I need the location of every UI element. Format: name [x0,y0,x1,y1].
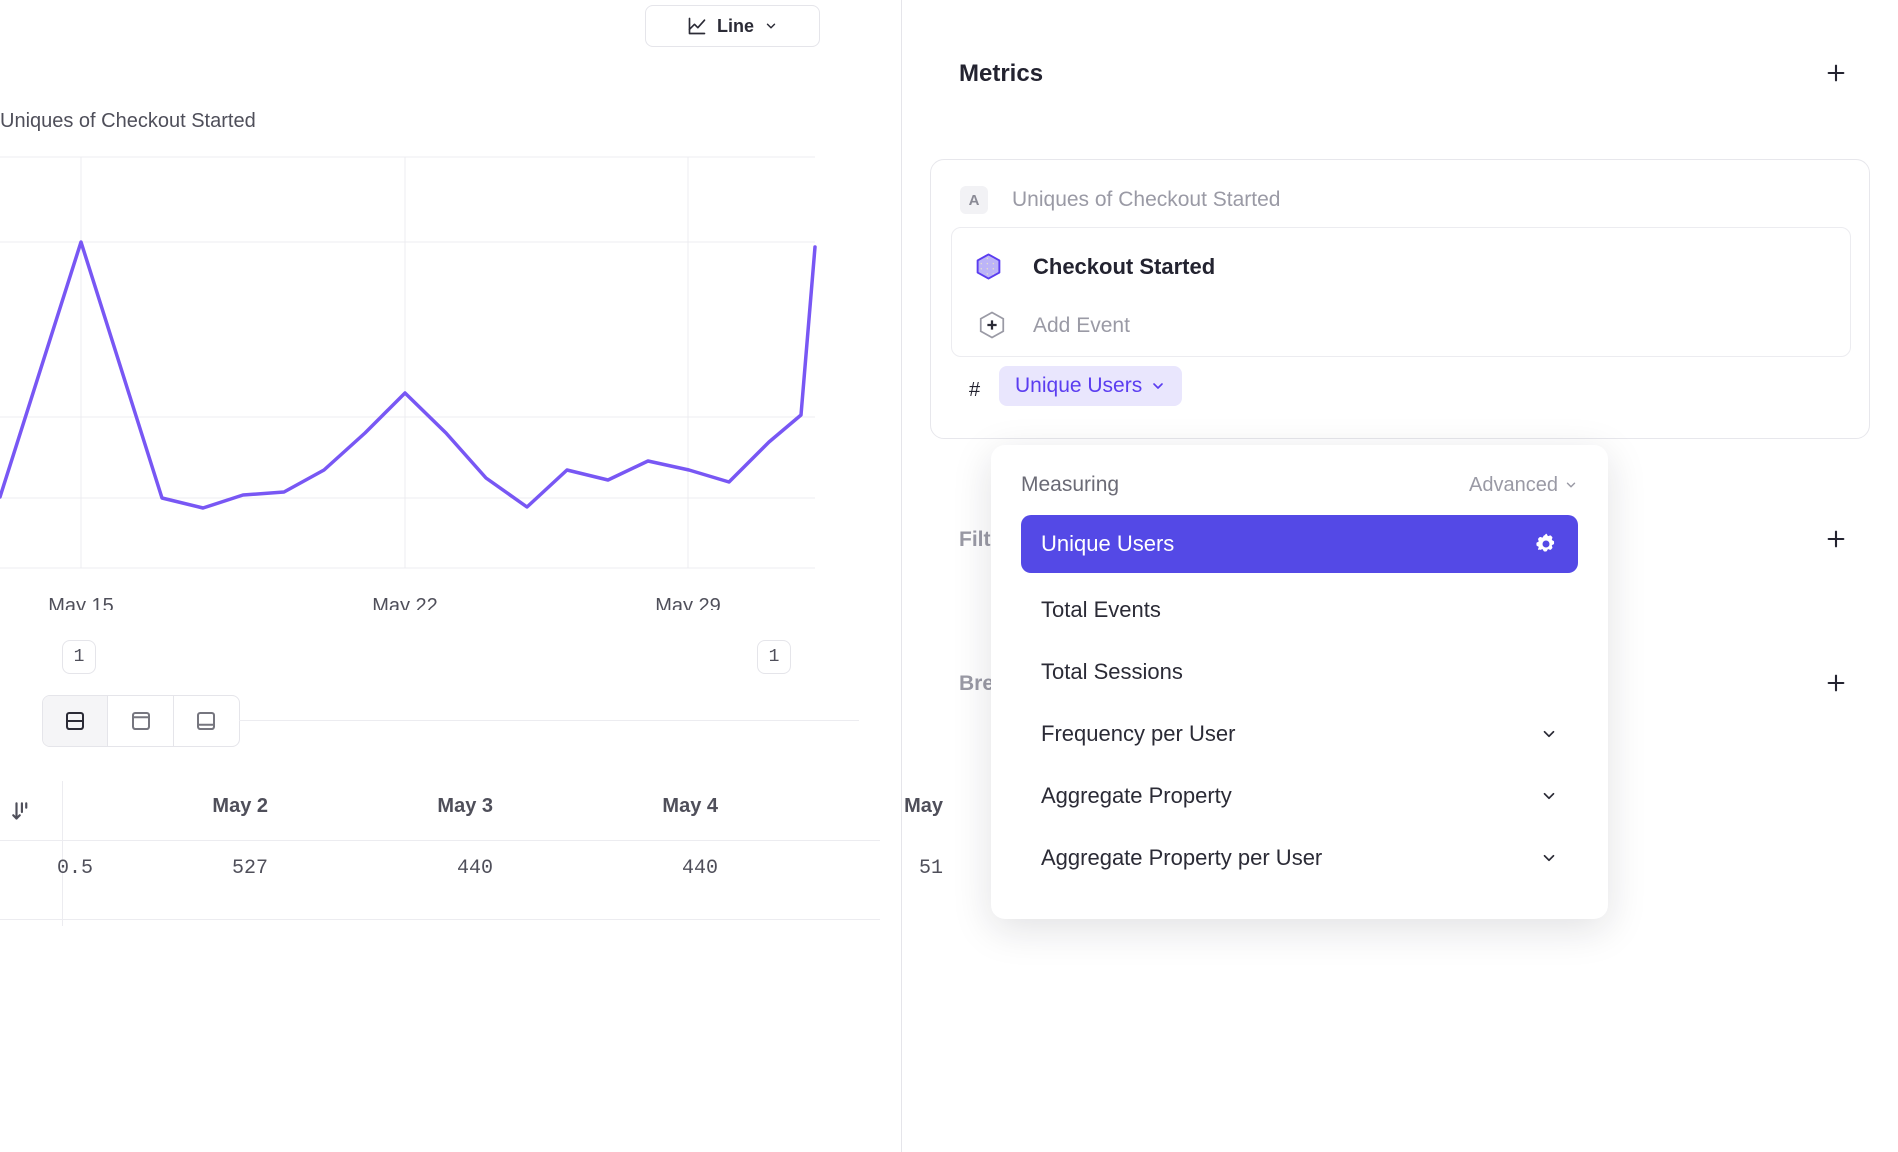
svg-text:May 15: May 15 [48,595,114,610]
svg-text:May 29: May 29 [655,595,721,610]
svg-text:May 22: May 22 [372,595,438,610]
